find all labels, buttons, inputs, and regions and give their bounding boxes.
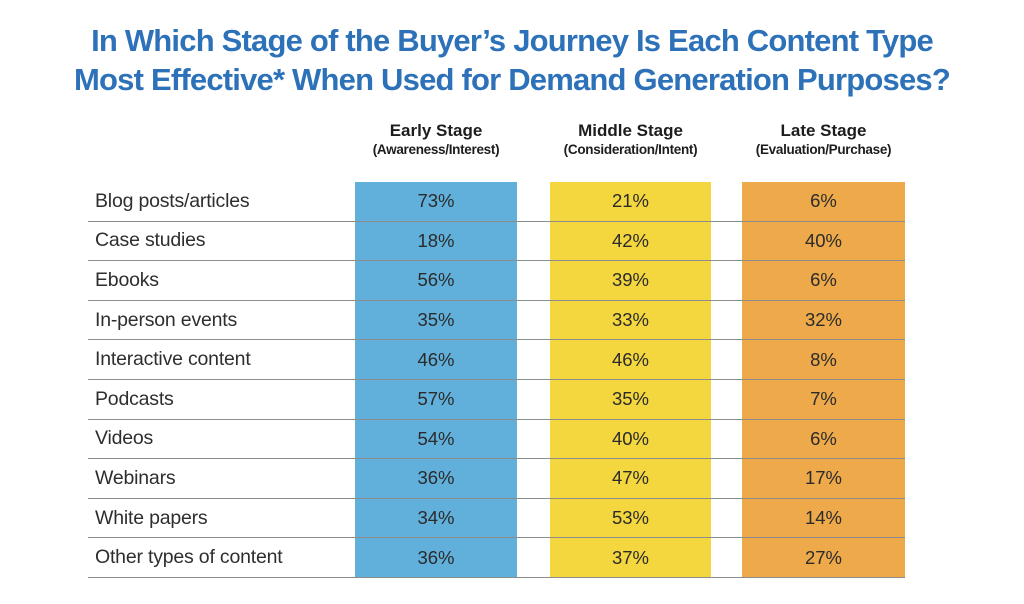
value-cell-early-stage: 56% <box>355 261 517 300</box>
column-header-sub: (Awareness/Interest) <box>372 142 500 157</box>
value-cell-late-stage: 14% <box>742 498 905 538</box>
value-cell-early-stage: 73% <box>355 182 517 221</box>
value-cell-late-stage: 6% <box>742 419 905 459</box>
table-body: Blog posts/articles 73% 21% 6% Case studies 1… <box>88 182 905 578</box>
value-cell-middle-stage: 35% <box>550 379 711 419</box>
value-cell-late-stage: 27% <box>742 538 905 577</box>
row-label: Webinars <box>95 466 176 489</box>
column-header-sub: (Consideration/Intent) <box>563 142 698 157</box>
column-gap <box>711 380 742 419</box>
column-gap <box>711 261 742 300</box>
row-label: Case studies <box>95 229 206 252</box>
column-header-early-stage: Early Stage (Awareness/Interest) <box>355 118 517 158</box>
row-label: Interactive content <box>95 348 251 371</box>
column-gap <box>711 182 742 221</box>
column-gap <box>711 340 742 379</box>
value-cell-late-stage: 6% <box>742 182 905 221</box>
table-row: Interactive content 46% 46% 8% <box>88 340 905 380</box>
value-cell-late-stage: 6% <box>742 261 905 300</box>
table-row: Other types of content 36% 37% 27% <box>88 538 905 578</box>
column-gap <box>711 538 742 577</box>
row-label: Blog posts/articles <box>95 189 250 212</box>
value-cell-late-stage: 32% <box>742 300 905 340</box>
column-gap <box>517 301 550 340</box>
column-gap <box>517 459 550 498</box>
page-title: In Which Stage of the Buyer’s Journey Is… <box>0 21 1024 99</box>
table-row: In-person events 35% 33% 32% <box>88 300 905 341</box>
value-cell-late-stage: 8% <box>742 340 905 379</box>
value-cell-early-stage: 57% <box>355 379 517 419</box>
value-cell-early-stage: 36% <box>355 459 517 498</box>
column-gap <box>711 301 742 340</box>
row-label: Ebooks <box>95 268 159 291</box>
column-header-middle-stage: Middle Stage (Consideration/Intent) <box>550 118 711 158</box>
table-row: Videos 54% 40% 6% <box>88 419 905 460</box>
value-cell-early-stage: 34% <box>355 498 517 538</box>
column-gap <box>517 499 550 538</box>
column-header-main: Middle Stage <box>578 121 683 140</box>
column-gap <box>517 222 550 261</box>
value-cell-early-stage: 36% <box>355 538 517 577</box>
page-title-line2: Most Effective* When Used for Demand Gen… <box>74 62 951 97</box>
column-gap <box>711 499 742 538</box>
row-label: Videos <box>95 427 154 450</box>
column-gap <box>517 182 550 221</box>
column-gap <box>517 261 550 300</box>
value-cell-middle-stage: 37% <box>550 538 711 577</box>
value-cell-early-stage: 35% <box>355 300 517 340</box>
value-cell-late-stage: 40% <box>742 221 905 261</box>
content-effectiveness-table: Early Stage (Awareness/Interest) Middle … <box>88 118 905 578</box>
row-label: Podcasts <box>95 387 174 410</box>
table-row: Case studies 18% 42% 40% <box>88 221 905 262</box>
value-cell-middle-stage: 33% <box>550 300 711 340</box>
value-cell-late-stage: 7% <box>742 379 905 419</box>
column-gap <box>711 222 742 261</box>
table-row: Podcasts 57% 35% 7% <box>88 379 905 420</box>
row-label: White papers <box>95 506 208 529</box>
column-gap <box>517 420 550 459</box>
value-cell-middle-stage: 21% <box>550 182 711 221</box>
value-cell-middle-stage: 39% <box>550 261 711 300</box>
value-cell-middle-stage: 47% <box>550 459 711 498</box>
table-row: Blog posts/articles 73% 21% 6% <box>88 182 905 222</box>
table-row: White papers 34% 53% 14% <box>88 498 905 539</box>
value-cell-early-stage: 54% <box>355 419 517 459</box>
row-label: Other types of content <box>95 546 283 569</box>
value-cell-middle-stage: 53% <box>550 498 711 538</box>
value-cell-early-stage: 18% <box>355 221 517 261</box>
table-header-row: Early Stage (Awareness/Interest) Middle … <box>88 118 905 182</box>
column-header-main: Late Stage <box>780 121 867 140</box>
column-gap <box>711 420 742 459</box>
table-row: Ebooks 56% 39% 6% <box>88 261 905 301</box>
value-cell-late-stage: 17% <box>742 459 905 498</box>
value-cell-early-stage: 46% <box>355 340 517 379</box>
value-cell-middle-stage: 40% <box>550 419 711 459</box>
table-row: Webinars 36% 47% 17% <box>88 459 905 499</box>
row-label: In-person events <box>95 308 238 331</box>
column-gap <box>711 459 742 498</box>
column-gap <box>517 380 550 419</box>
column-header-sub: (Evaluation/Purchase) <box>755 142 892 157</box>
page-title-line1: In Which Stage of the Buyer’s Journey Is… <box>91 23 934 58</box>
value-cell-middle-stage: 42% <box>550 221 711 261</box>
value-cell-middle-stage: 46% <box>550 340 711 379</box>
column-header-late-stage: Late Stage (Evaluation/Purchase) <box>742 118 905 158</box>
column-gap <box>517 340 550 379</box>
column-header-main: Early Stage <box>389 121 483 140</box>
column-gap <box>517 538 550 577</box>
